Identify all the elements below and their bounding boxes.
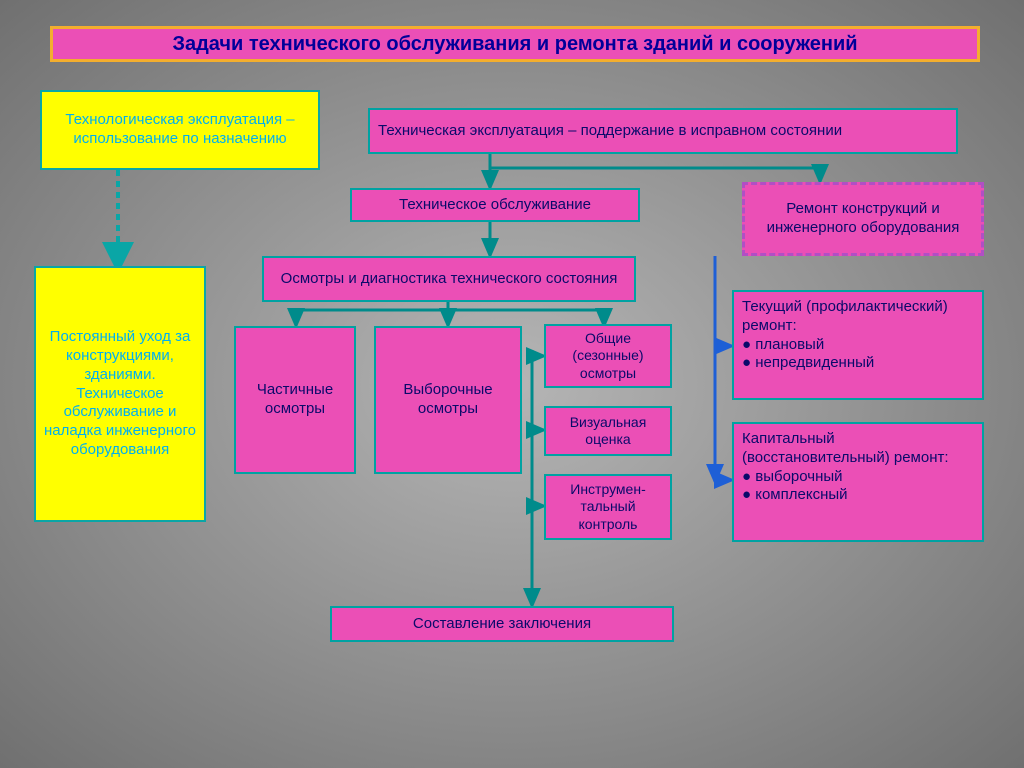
- list-item: плановый: [742, 336, 874, 355]
- node-label: Общие (сезонные) осмотры: [554, 330, 662, 383]
- node-selective: Выборочные осмотры: [374, 326, 522, 474]
- node-label: Визуальная оценка: [554, 414, 662, 449]
- repair-items: плановый непредвиденный: [742, 336, 874, 374]
- node-tech-exp: Техническая эксплуатация – поддержание в…: [368, 108, 958, 154]
- node-visual: Визуальная оценка: [544, 406, 672, 456]
- node-tech-service: Техническое обслуживание: [350, 188, 640, 222]
- repair-label: Текущий (профилактический) ремонт:: [742, 298, 974, 336]
- node-partial: Частичные осмотры: [234, 326, 356, 474]
- node-constant-care: Постоянный уход за конструкциями, здания…: [34, 266, 206, 522]
- node-conclusion: Составление заключения: [330, 606, 674, 642]
- node-current-repair: Текущий (профилактический) ремонт: плано…: [732, 290, 984, 400]
- node-tech-use: Технологическая эксплуатация – использов…: [40, 90, 320, 170]
- node-label: Техническое обслуживание: [399, 196, 591, 215]
- node-inspect-diag: Осмотры и диагностика технического состо…: [262, 256, 636, 302]
- node-repair-eng: Ремонт конструкций и инженерного оборудо…: [742, 182, 984, 256]
- node-general: Общие (сезонные) осмотры: [544, 324, 672, 388]
- list-item: комплексный: [742, 486, 848, 505]
- repair-label: Капитальный (восстановительный) ремонт:: [742, 430, 974, 468]
- node-label: Выборочные осмотры: [384, 381, 512, 419]
- node-capital-repair: Капитальный (восстановительный) ремонт: …: [732, 422, 984, 542]
- node-instrum: Инструмен-тальный контроль: [544, 474, 672, 540]
- title-text: Задачи технического обслуживания и ремон…: [172, 32, 857, 57]
- node-label: Инструмен-тальный контроль: [554, 481, 662, 534]
- repair-items: выборочный комплексный: [742, 468, 848, 506]
- node-label: Осмотры и диагностика технического состо…: [281, 270, 618, 289]
- node-label: Постоянный уход за конструкциями, здания…: [44, 328, 196, 459]
- node-label: Ремонт конструкций и инженерного оборудо…: [753, 200, 973, 238]
- node-label: Составление заключения: [413, 615, 591, 634]
- node-label: Частичные осмотры: [244, 381, 346, 419]
- list-item: непредвиденный: [742, 354, 874, 373]
- node-label: Технологическая эксплуатация – использов…: [50, 111, 310, 149]
- list-item: выборочный: [742, 468, 848, 487]
- node-label: Техническая эксплуатация – поддержание в…: [378, 122, 842, 141]
- title-bar: Задачи технического обслуживания и ремон…: [50, 26, 980, 62]
